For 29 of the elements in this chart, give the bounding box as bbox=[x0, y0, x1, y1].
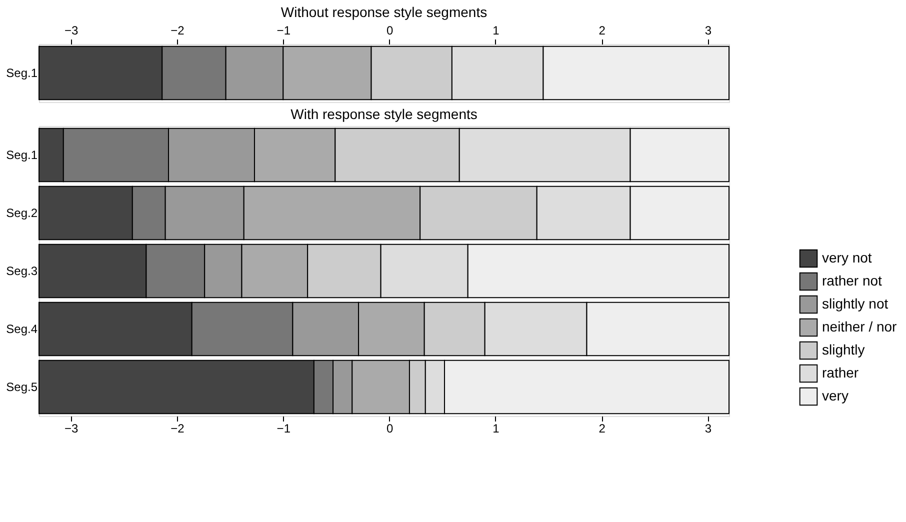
legend-label: slightly not bbox=[822, 296, 888, 312]
x-tick-label: 3 bbox=[704, 422, 712, 436]
y-tick-label: Seg.4 bbox=[6, 322, 38, 336]
y-tick-label: Seg.3 bbox=[6, 264, 38, 278]
y-tick-label: Seg.1 bbox=[6, 66, 38, 80]
x-tick-label: −3 bbox=[64, 24, 79, 38]
x-tick-label: 2 bbox=[598, 24, 606, 38]
y-tick-label: Seg.5 bbox=[6, 380, 38, 394]
legend-label: rather bbox=[822, 364, 859, 380]
legend-label: rather not bbox=[822, 272, 882, 288]
legend-label: neither / nor bbox=[822, 318, 898, 334]
x-tick-label: 1 bbox=[492, 422, 500, 436]
x-tick-label: 3 bbox=[704, 24, 712, 38]
chart-title: With response style segments bbox=[290, 106, 478, 122]
x-tick-label: 0 bbox=[386, 422, 394, 436]
legend-label: very bbox=[822, 388, 848, 404]
x-tick-label: −2 bbox=[170, 24, 185, 38]
x-tick-label: −3 bbox=[64, 422, 79, 436]
x-tick-label: −1 bbox=[276, 422, 291, 436]
x-tick-label: 0 bbox=[386, 24, 394, 38]
y-tick-label: Seg.2 bbox=[6, 206, 38, 220]
x-tick-label: 1 bbox=[492, 24, 500, 38]
legend-label: slightly bbox=[822, 342, 865, 358]
x-tick-label: 2 bbox=[598, 422, 606, 436]
legend-label: very not bbox=[822, 250, 872, 266]
chart-title: Without response style segments bbox=[280, 4, 488, 20]
y-tick-label: Seg.1 bbox=[6, 148, 38, 162]
x-tick-label: −1 bbox=[276, 24, 291, 38]
x-tick-label: −2 bbox=[170, 422, 185, 436]
